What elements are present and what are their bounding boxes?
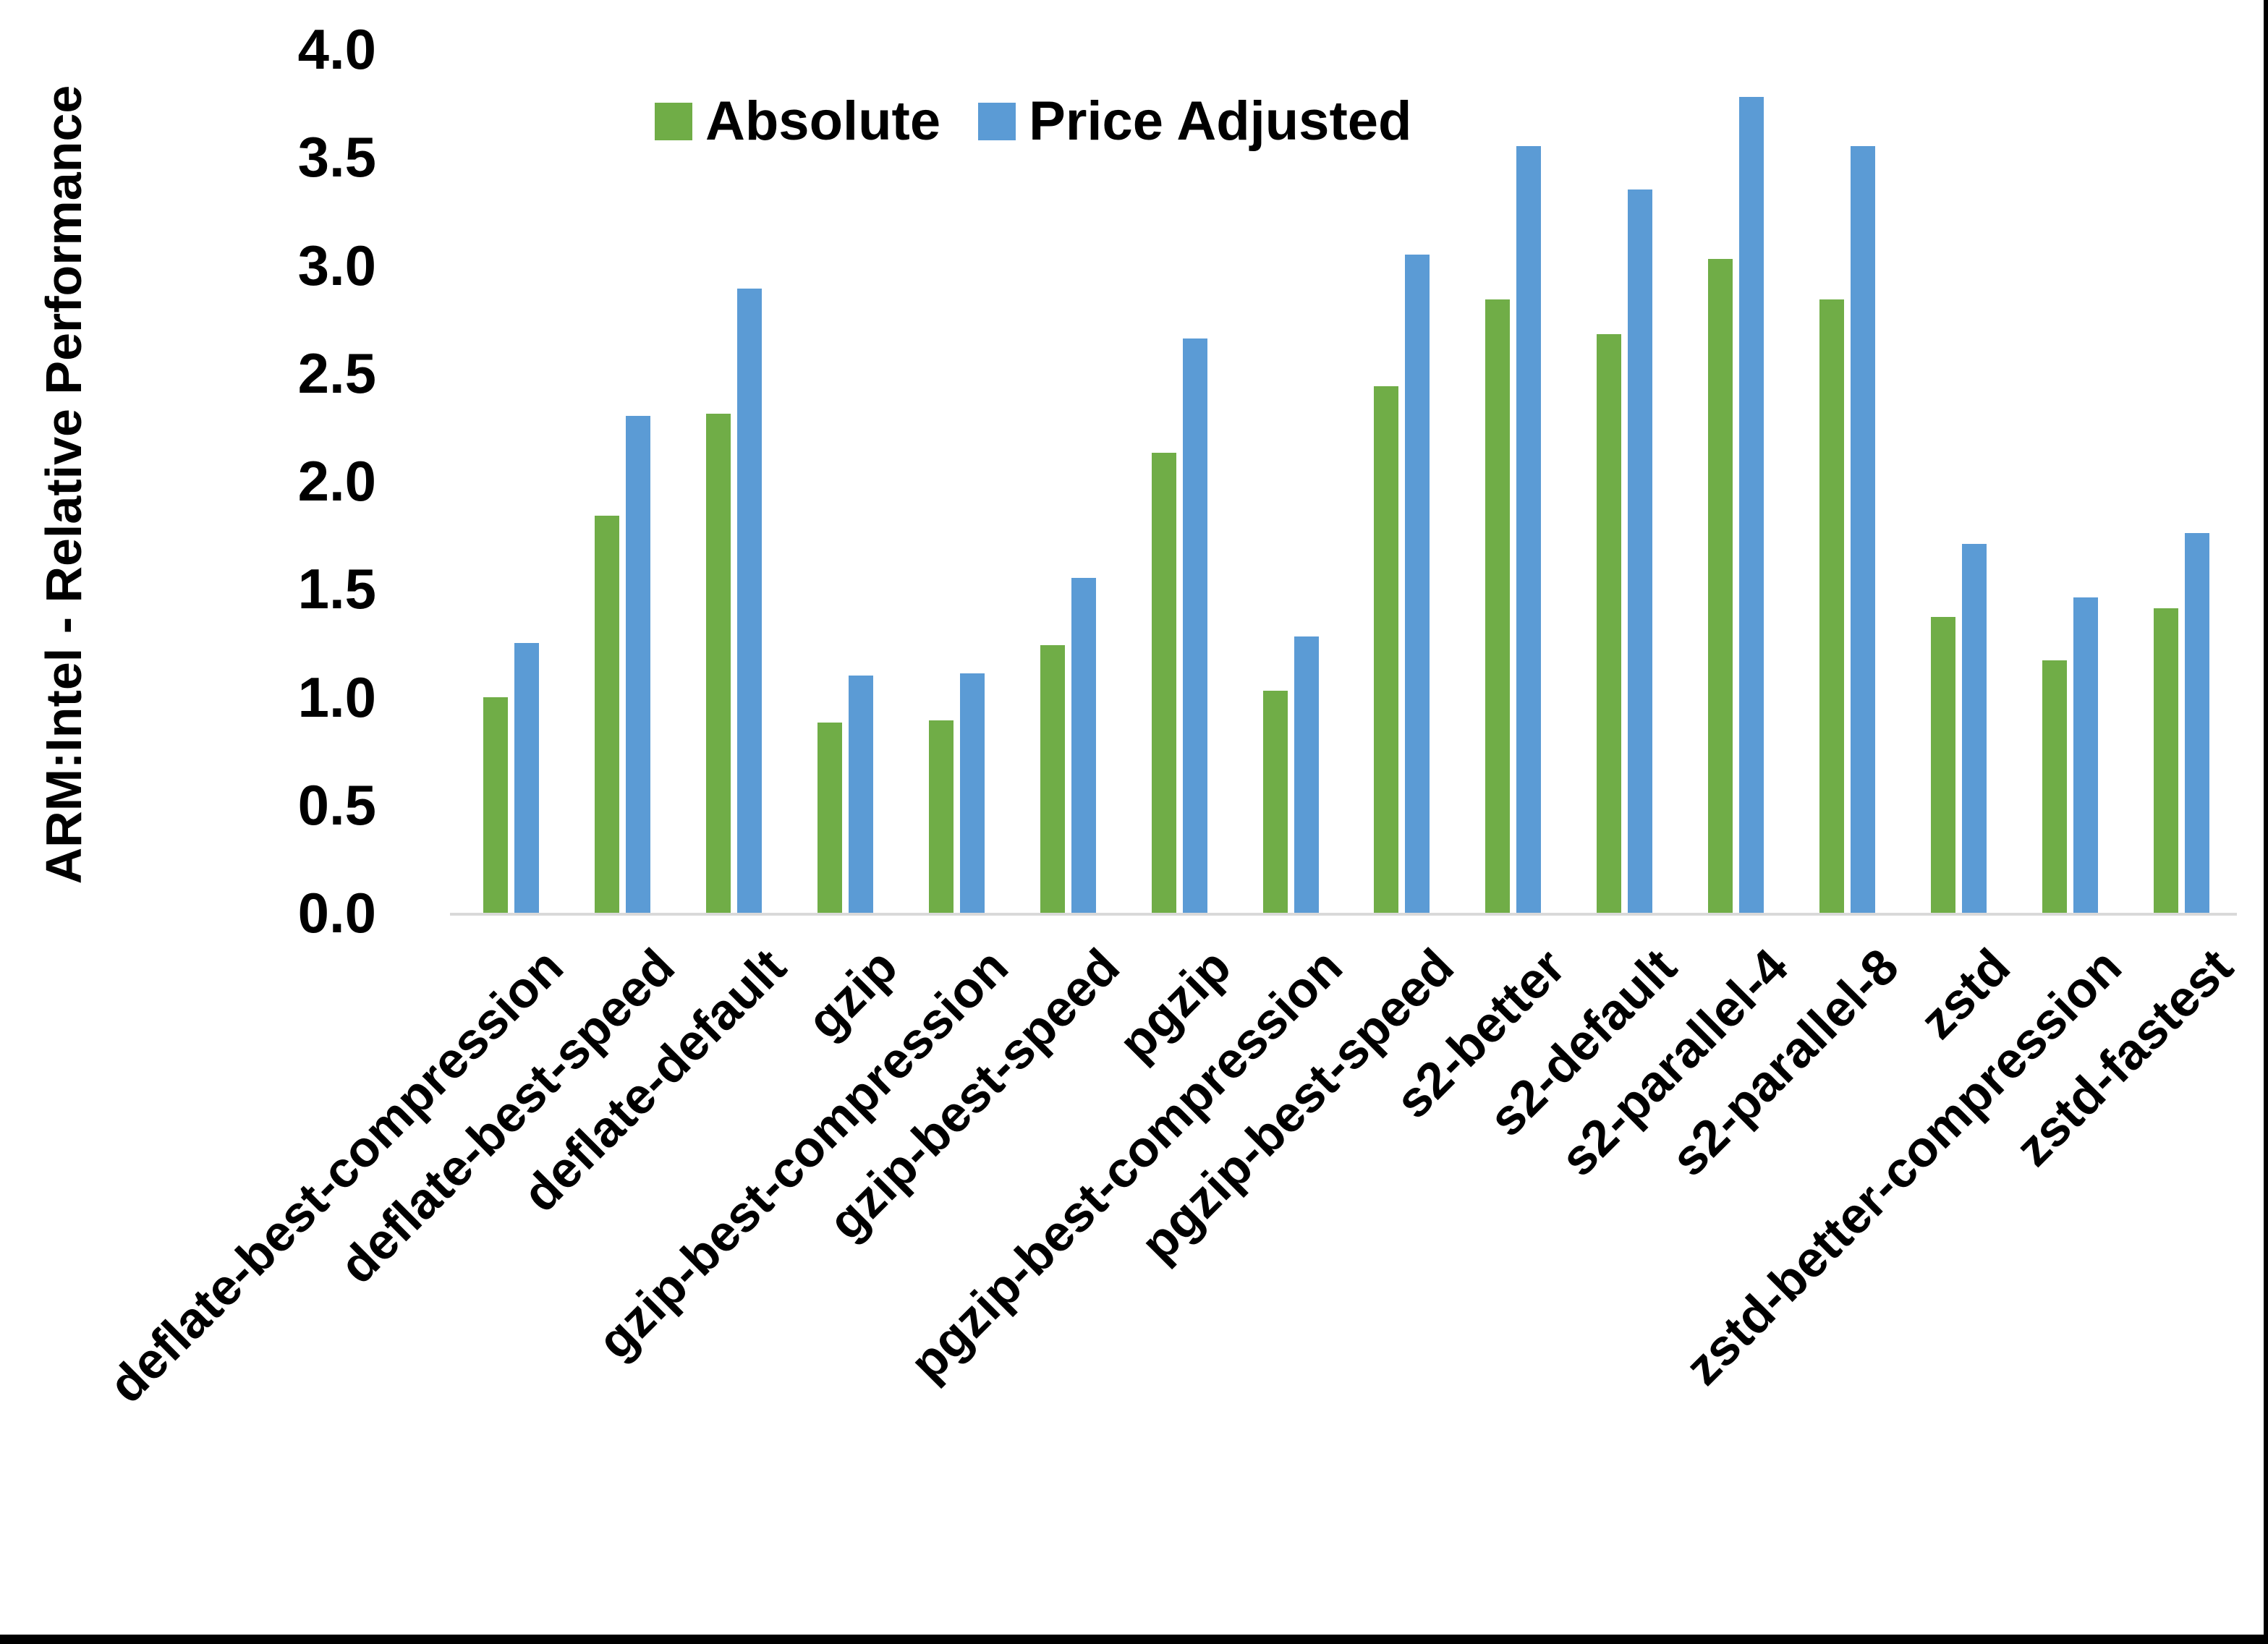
legend-item-absolute: Absolute	[655, 94, 940, 149]
legend-swatch	[655, 103, 692, 140]
y-tick-label: 4.0	[297, 17, 376, 81]
frame-border-right	[2264, 0, 2268, 1644]
bar-absolute	[2042, 660, 2067, 913]
bar-price-adjusted	[1405, 254, 1430, 913]
bar-price-adjusted	[514, 642, 540, 913]
bar-absolute	[1040, 644, 1065, 913]
bar-absolute	[483, 697, 509, 913]
legend-label: Absolute	[705, 90, 941, 152]
bar-price-adjusted	[2184, 532, 2209, 913]
frame-border-bottom	[0, 1635, 2268, 1644]
category-slot: s2-default	[1478, 49, 1687, 1147]
bar-absolute	[2153, 608, 2178, 913]
y-tick-label: 1.0	[297, 665, 376, 729]
bar-price-adjusted	[626, 416, 651, 913]
legend: Absolute Price Adjusted	[655, 94, 1411, 149]
category-slot: gzip	[790, 49, 908, 1049]
bar-absolute	[595, 515, 620, 913]
x-axis-line	[450, 913, 2237, 916]
bar-absolute	[1708, 258, 1733, 913]
y-tick-label: 3.5	[297, 125, 376, 189]
bar-absolute	[1930, 617, 1955, 913]
category-slot: zstd-better-compression	[1674, 49, 2132, 1396]
bar-price-adjusted	[1739, 96, 1764, 913]
y-tick-label: 1.5	[297, 557, 376, 621]
bar-price-adjusted	[959, 673, 985, 913]
legend-label: Price Adjusted	[1029, 90, 1412, 152]
bar-price-adjusted	[1294, 636, 1319, 913]
category-slot: zstd	[1903, 49, 2021, 1049]
legend-item-price-adjusted: Price Adjusted	[978, 94, 1411, 149]
bar-price-adjusted	[1182, 338, 1207, 913]
bar-absolute	[1597, 334, 1622, 913]
category-slot: gzip-best-speed	[817, 49, 1130, 1251]
bar-price-adjusted	[737, 289, 763, 913]
y-tick-label: 0.5	[297, 772, 376, 837]
y-tick-label: 2.0	[297, 449, 376, 513]
category-slot: pgzip-best-compression	[899, 49, 1353, 1392]
bar-price-adjusted	[1071, 578, 1096, 913]
y-tick-label: 0.0	[297, 881, 376, 945]
bar-price-adjusted	[1850, 146, 1875, 913]
bar-absolute	[706, 414, 731, 913]
bar-price-adjusted	[1628, 189, 1653, 913]
category-slot: gzip-best-compression	[587, 49, 1019, 1370]
bar-absolute	[1485, 299, 1511, 913]
category-slot: pgzip-best-speed	[1130, 49, 1464, 1272]
category-slot: s2-parallel-8	[1660, 49, 1909, 1187]
bar-price-adjusted	[849, 675, 874, 913]
category-slot: s2-parallel-4	[1549, 49, 1798, 1187]
bar-absolute	[1819, 299, 1844, 913]
bar-price-adjusted	[1961, 543, 1987, 913]
y-tick-label: 3.0	[297, 233, 376, 297]
bar-absolute	[1262, 690, 1288, 913]
bar-absolute	[928, 720, 954, 913]
category-slot: pgzip	[1108, 49, 1241, 1071]
bar-price-adjusted	[1516, 146, 1542, 913]
bar-absolute	[817, 723, 843, 913]
bar-absolute	[1151, 453, 1176, 913]
category-slot: s2-better	[1385, 49, 1576, 1129]
bar-price-adjusted	[2073, 597, 2098, 913]
y-tick-label: 2.5	[297, 341, 376, 405]
legend-swatch	[978, 103, 1016, 140]
category-slot: deflate-best-speed	[328, 49, 685, 1294]
category-slot: zstd-fastest	[2005, 49, 2243, 1177]
bar-absolute	[1374, 386, 1399, 913]
category-slot: deflate-best-compression	[98, 49, 574, 1413]
category-slot: deflate-default	[511, 49, 797, 1222]
